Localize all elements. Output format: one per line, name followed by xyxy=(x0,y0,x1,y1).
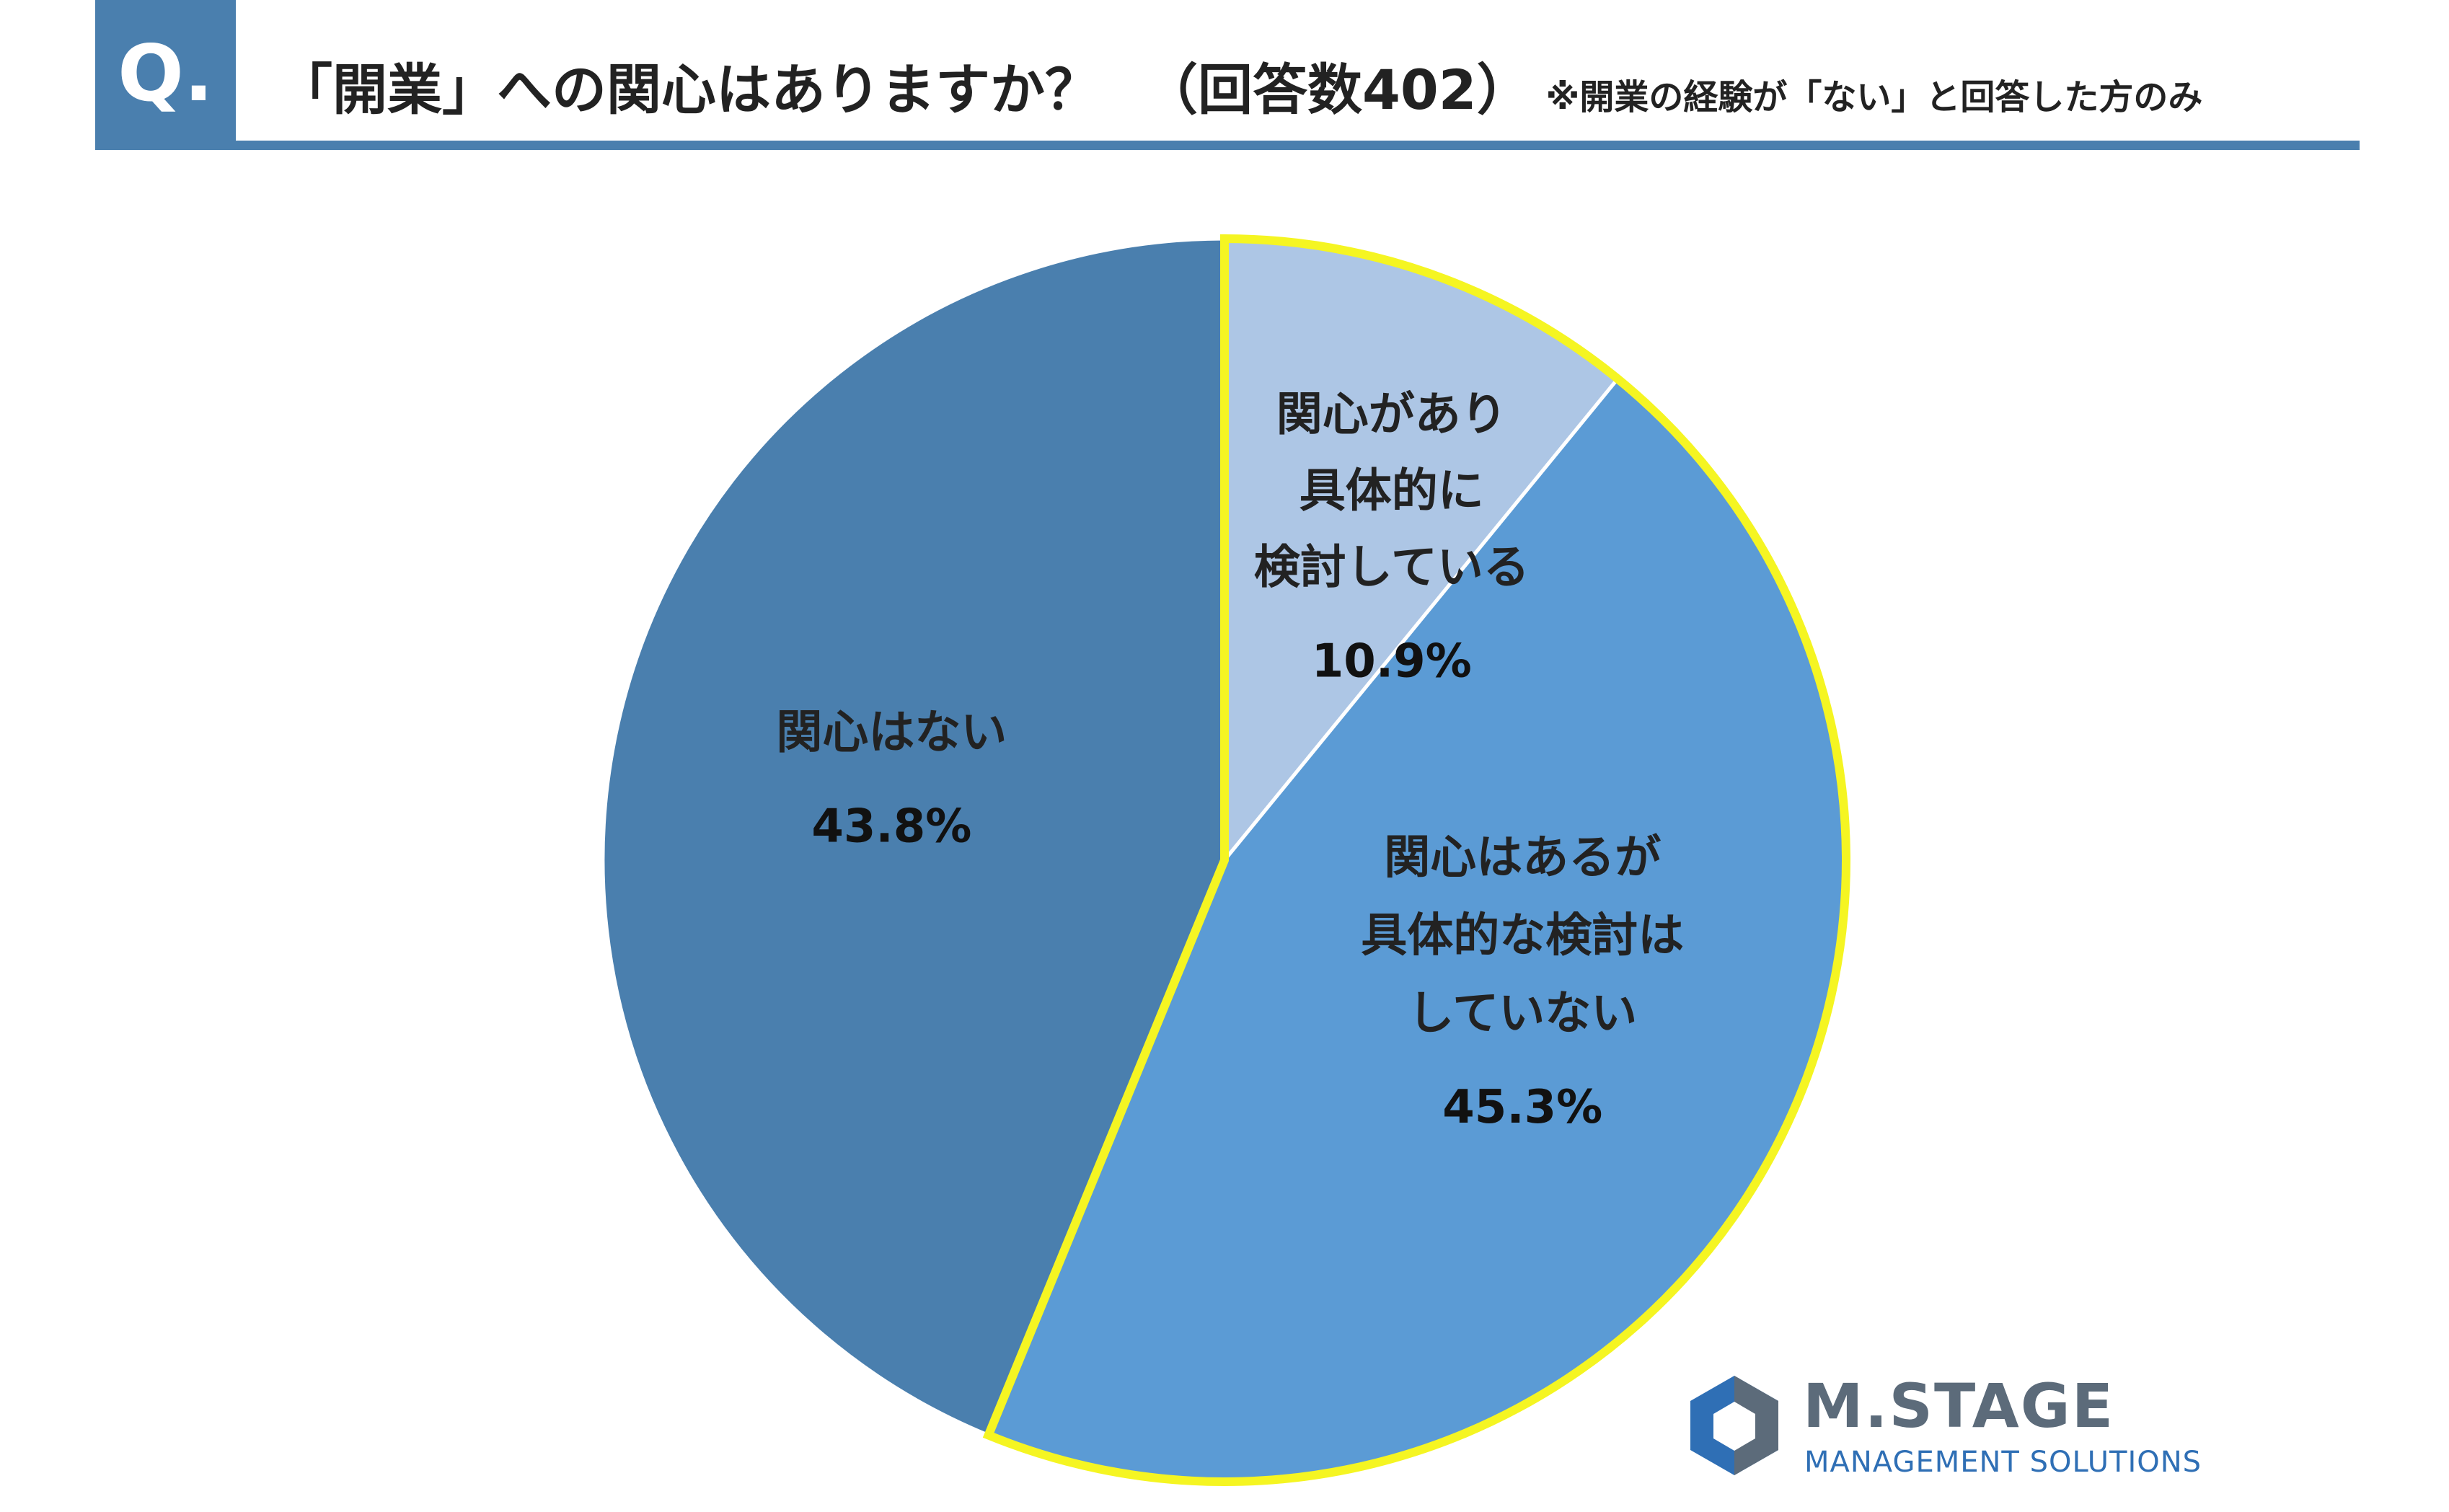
question-badge: Q. xyxy=(95,0,236,149)
logo-name: M.STAGE xyxy=(1803,1371,2115,1441)
company-logo: M.STAGE MANAGEMENT SOLUTIONS xyxy=(1680,1370,2257,1485)
pie-slice-1-label-line: 具体的に xyxy=(1299,465,1484,518)
pie-slice-3-label-line: 関心はない xyxy=(776,707,1007,760)
logo-hexagon-icon xyxy=(1690,1376,1778,1475)
question-text: 「開業」への関心はありますか？ xyxy=(278,58,1100,122)
pie-slice-2-label-line: 関心はあるが xyxy=(1384,831,1661,885)
pie-slice-1-value: 10.9% xyxy=(1312,635,1472,689)
page-title: 「開業」への関心はありますか？ （回答数402） ※開業の経験が「ない」と回答した方… xyxy=(278,43,2202,137)
highlight-outline xyxy=(982,234,1850,1486)
pie-slice-2-label-line: 具体的な検討は xyxy=(1361,909,1684,963)
logo-subtitle: MANAGEMENT SOLUTIONS xyxy=(1804,1446,2202,1479)
pie-slice-1-label-line: 関心があり xyxy=(1276,389,1507,442)
pie-slice-2-value: 45.3% xyxy=(1442,1081,1602,1134)
header-divider xyxy=(95,141,2360,150)
pie-highlight-outline xyxy=(982,234,1850,1486)
pie-slices xyxy=(601,236,1848,1484)
respondent-note: ※開業の経験が「ない」と回答した方のみ xyxy=(1545,77,2203,118)
pie-slice-3 xyxy=(601,236,1227,1437)
pie-slice-3-value: 43.8% xyxy=(811,800,971,854)
pie-slice-1-label-line: 検討している xyxy=(1254,541,1530,595)
pie-slice-2-label-line: していない xyxy=(1408,987,1637,1040)
response-count: （回答数402） xyxy=(1143,58,1532,122)
